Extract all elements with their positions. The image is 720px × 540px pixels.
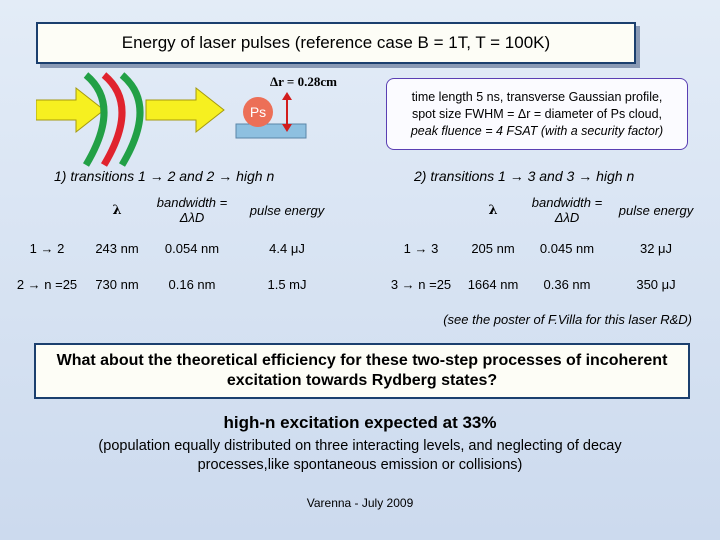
table-row: 2 → n =25 730 nm 0.16 nm 1.5 mJ xyxy=(12,266,342,302)
table-cell: 1 → 3 xyxy=(403,240,439,256)
header-cell xyxy=(384,190,458,230)
table-header-row: λ bandwidth = ΔλD pulse energy xyxy=(12,190,342,230)
title-box: Energy of laser pulses (reference case B… xyxy=(36,22,636,64)
laser-arrow-right xyxy=(145,86,225,134)
right-section-title: 2) transitions 1 → 3 and 3 → high n xyxy=(414,168,635,184)
table-cell: 1.5 mJ xyxy=(267,276,307,292)
table-cell: 350 μJ xyxy=(636,276,676,292)
info-box: time length 5 ns, transverse Gaussian pr… xyxy=(386,78,688,150)
table-cell: 0.054 nm xyxy=(164,240,220,256)
header-cell xyxy=(12,190,82,230)
table-cell: 3 → n =25 xyxy=(390,276,452,292)
table-cell: 205 nm xyxy=(471,240,515,256)
table-cell: 2 → n =25 xyxy=(16,276,78,292)
wave-red xyxy=(100,72,126,167)
header-cell: pulse energy xyxy=(249,202,325,218)
explanation-text: (population equally distributed on three… xyxy=(98,438,622,473)
table-row: 3 → n =25 1664 nm 0.36 nm 350 μJ xyxy=(384,266,706,302)
table-header-row: λ bandwidth = ΔλD pulse energy xyxy=(384,190,706,230)
delta-r-label: Δr = 0.28cm xyxy=(270,74,337,89)
header-cell: λ xyxy=(488,202,498,218)
info-line-1: time length 5 ns, transverse Gaussian pr… xyxy=(411,89,663,104)
table-cell: 1 → 2 xyxy=(29,240,65,256)
footer-text: Varenna - July 2009 xyxy=(306,496,414,510)
question-text: What about the theoretical efficiency fo… xyxy=(56,352,668,389)
ps-cloud xyxy=(243,97,273,127)
question-box: What about the theoretical efficiency fo… xyxy=(34,343,690,399)
table-cell: 1664 nm xyxy=(467,276,519,292)
header-cell: bandwidth = ΔλD xyxy=(531,195,603,225)
header-cell: pulse energy xyxy=(618,202,694,218)
laser-arrow-left xyxy=(36,86,105,134)
table-cell: 243 nm xyxy=(95,240,139,256)
target-slab xyxy=(235,123,307,139)
info-line-2: spot size FWHM = Δr = diameter of Ps clo… xyxy=(411,106,663,121)
left-table: λ bandwidth = ΔλD pulse energy 1 → 2 243… xyxy=(12,190,342,302)
table-cell: 0.045 nm xyxy=(539,240,595,256)
ps-label: Ps xyxy=(250,104,266,120)
laser-diagram: Ps Δr = 0.28cm xyxy=(36,72,337,167)
header-cell: λ xyxy=(112,202,122,218)
table-row: 1 → 3 205 nm 0.045 nm 32 μJ xyxy=(384,230,706,266)
table-cell: 0.16 nm xyxy=(168,276,216,292)
table-row: 1 → 2 243 nm 0.054 nm 4.4 μJ xyxy=(12,230,342,266)
right-table: λ bandwidth = ΔλD pulse energy 1 → 3 205… xyxy=(384,190,706,302)
table-cell: 730 nm xyxy=(95,276,139,292)
double-arrow-top xyxy=(282,92,292,100)
poster-note: (see the poster of F.Villa for this lase… xyxy=(443,312,692,327)
double-arrow-bottom xyxy=(282,124,292,132)
slide-title: Energy of laser pulses (reference case B… xyxy=(121,33,551,52)
table-cell: 32 μJ xyxy=(639,240,673,256)
result-text: high-n excitation expected at 33% xyxy=(223,413,497,432)
left-section-title: 1) transitions 1 → 2 and 2 → high n xyxy=(54,168,275,184)
header-cell: bandwidth = ΔλD xyxy=(156,195,228,225)
info-line-3: peak fluence = 4 FSAT (with a security f… xyxy=(410,123,664,138)
table-cell: 0.36 nm xyxy=(543,276,591,292)
table-cell: 4.4 μJ xyxy=(269,240,305,256)
wave-green xyxy=(82,72,108,167)
wave-green-2 xyxy=(118,72,144,167)
